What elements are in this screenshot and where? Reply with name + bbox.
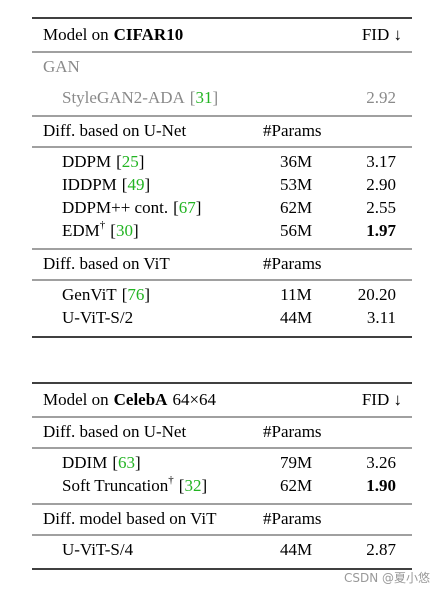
model-name: GenViT xyxy=(62,285,117,304)
citation-number: 25 xyxy=(122,152,139,171)
model-name: Soft Truncation xyxy=(62,476,169,495)
citation-number: 32 xyxy=(184,476,201,495)
model-name: U-ViT-S/4 xyxy=(62,540,134,559)
model-name: IDDPM xyxy=(62,175,117,194)
model-name: DDPM++ cont. xyxy=(62,198,168,217)
row-name: EDM† [30] xyxy=(62,219,139,240)
citation-bracket: [ xyxy=(179,476,185,495)
section-label: Diff. model based on ViT xyxy=(43,509,217,528)
citation-bracket: ] xyxy=(201,476,207,495)
citation-bracket: [ xyxy=(112,453,118,472)
row-name: IDDPM [49] xyxy=(62,175,150,194)
params: 79M xyxy=(280,453,312,472)
params: 11M xyxy=(280,285,312,304)
header-prefix: Model on xyxy=(43,25,109,44)
params: 44M xyxy=(280,308,312,327)
citation-number: 63 xyxy=(118,453,135,472)
citation-number: 31 xyxy=(195,88,212,107)
header-metric: FID ↓ xyxy=(362,390,402,409)
row-name: Soft Truncation† [32] xyxy=(62,474,207,495)
row-name: GenViT [76] xyxy=(62,285,150,304)
citation-bracket: [ xyxy=(110,221,116,240)
citation-bracket: [ xyxy=(116,152,122,171)
superscript: † xyxy=(100,219,106,231)
header-dataset: CelebA xyxy=(114,390,169,409)
citation-bracket: [ xyxy=(190,88,196,107)
fid: 3.17 xyxy=(366,152,396,171)
section-label: Diff. based on ViT xyxy=(43,254,170,273)
watermark: CSDN @夏小悠 xyxy=(344,570,430,585)
fid: 1.90 xyxy=(366,476,396,495)
model-name: StyleGAN2-ADA xyxy=(62,88,185,107)
row-name: U-ViT-S/2 xyxy=(62,308,133,327)
citation-bracket: ] xyxy=(135,453,141,472)
row-name: DDPM++ cont. [67] xyxy=(62,198,201,217)
fid: 1.97 xyxy=(366,221,396,240)
fid: 3.11 xyxy=(367,308,396,327)
params: 44M xyxy=(280,540,312,559)
model-name: U-ViT-S/2 xyxy=(62,308,133,327)
params: 62M xyxy=(280,476,312,495)
citation-bracket: ] xyxy=(133,221,139,240)
fid: 2.90 xyxy=(366,175,396,194)
fid: 2.55 xyxy=(366,198,396,217)
row-name: DDIM [63] xyxy=(62,453,141,472)
superscript: † xyxy=(168,474,174,486)
citation-bracket: [ xyxy=(173,198,179,217)
row-name: StyleGAN2-ADA [31] xyxy=(62,88,218,107)
header: Model on CIFAR10 xyxy=(43,25,183,44)
params: 56M xyxy=(280,221,312,240)
citation-bracket: ] xyxy=(144,175,150,194)
header-metric: FID ↓ xyxy=(362,25,402,44)
params: 36M xyxy=(280,152,312,171)
citation-bracket: ] xyxy=(196,198,202,217)
section-label: GAN xyxy=(43,57,80,76)
header-dataset: CIFAR10 xyxy=(114,25,184,44)
model-name: DDPM xyxy=(62,152,111,171)
section-label: Diff. based on U-Net xyxy=(43,422,186,441)
fid: 2.92 xyxy=(366,88,396,107)
fid: 2.87 xyxy=(366,540,396,559)
citation-number: 76 xyxy=(127,285,144,304)
header-prefix: Model on xyxy=(43,390,109,409)
citation-bracket: [ xyxy=(122,285,128,304)
citation-bracket: [ xyxy=(122,175,128,194)
params: 53M xyxy=(280,175,312,194)
params-header: #Params xyxy=(263,121,322,140)
citation-bracket: ] xyxy=(212,88,218,107)
citation-bracket: ] xyxy=(144,285,150,304)
section-label: Diff. based on U-Net xyxy=(43,121,186,140)
row-name: DDPM [25] xyxy=(62,152,144,171)
row-name: U-ViT-S/4 xyxy=(62,540,134,559)
header: Model on CelebA 64×64 xyxy=(43,390,217,409)
params-header: #Params xyxy=(263,254,322,273)
fid: 3.26 xyxy=(366,453,396,472)
citation-number: 49 xyxy=(127,175,144,194)
params: 62M xyxy=(280,198,312,217)
citation-bracket: ] xyxy=(139,152,145,171)
params-header: #Params xyxy=(263,509,322,528)
model-name: DDIM xyxy=(62,453,107,472)
fid: 20.20 xyxy=(358,285,396,304)
citation-number: 67 xyxy=(179,198,197,217)
model-name: EDM xyxy=(62,221,100,240)
params-header: #Params xyxy=(263,422,322,441)
citation-number: 30 xyxy=(116,221,133,240)
header-suffix: 64×64 xyxy=(172,390,216,409)
